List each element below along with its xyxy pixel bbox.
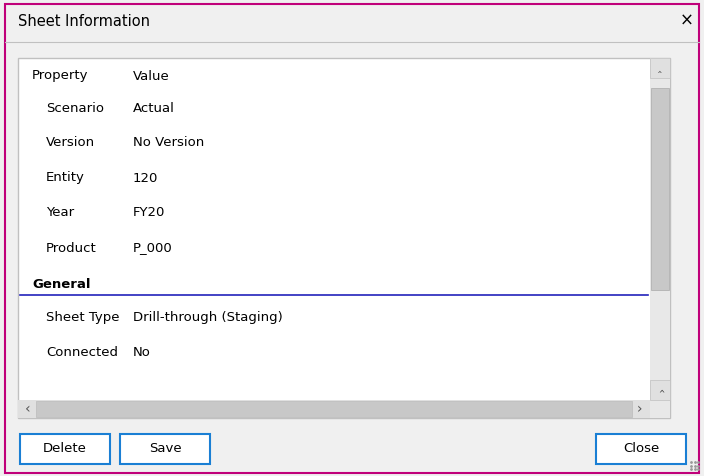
Text: No Version: No Version bbox=[133, 137, 204, 149]
Text: Delete: Delete bbox=[43, 443, 87, 456]
Bar bbox=[120, 434, 210, 464]
Text: General: General bbox=[32, 278, 91, 291]
Text: ‸: ‸ bbox=[658, 63, 662, 73]
Bar bbox=[650, 58, 670, 418]
Text: ‹: ‹ bbox=[25, 402, 31, 416]
Text: Version: Version bbox=[46, 137, 95, 149]
Text: No: No bbox=[133, 346, 151, 358]
Text: Close: Close bbox=[623, 443, 659, 456]
Text: Drill-through (Staging): Drill-through (Staging) bbox=[133, 310, 283, 324]
Text: Sheet Type: Sheet Type bbox=[46, 310, 120, 324]
Text: Actual: Actual bbox=[133, 101, 175, 115]
Text: Property: Property bbox=[32, 69, 89, 82]
Text: 120: 120 bbox=[133, 171, 158, 185]
Bar bbox=[596, 434, 686, 464]
Bar bbox=[36, 401, 632, 417]
Text: Product: Product bbox=[46, 241, 96, 255]
Text: FY20: FY20 bbox=[133, 207, 165, 219]
Bar bbox=[18, 58, 670, 418]
Bar bbox=[650, 380, 670, 400]
Bar bbox=[650, 58, 670, 78]
Text: ›: › bbox=[637, 402, 643, 416]
Text: Year: Year bbox=[46, 207, 74, 219]
Text: ×: × bbox=[680, 12, 694, 30]
Bar bbox=[18, 400, 650, 418]
Text: Sheet Information: Sheet Information bbox=[18, 13, 150, 29]
Text: Save: Save bbox=[149, 443, 182, 456]
Bar bbox=[651, 88, 669, 290]
Text: Entity: Entity bbox=[46, 171, 85, 185]
Text: Connected: Connected bbox=[46, 346, 118, 358]
Text: ‹: ‹ bbox=[655, 388, 665, 392]
Text: P_000: P_000 bbox=[133, 241, 172, 255]
Bar bbox=[20, 434, 110, 464]
Text: Value: Value bbox=[133, 69, 170, 82]
Text: Scenario: Scenario bbox=[46, 101, 104, 115]
